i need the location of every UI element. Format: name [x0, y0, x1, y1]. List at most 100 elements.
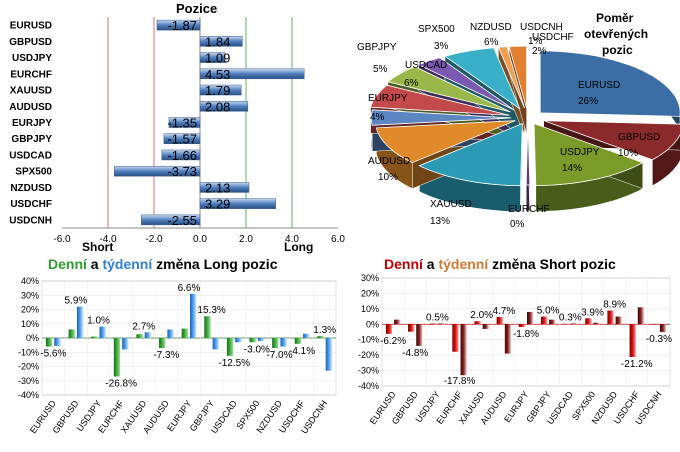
pozice-value-label: -1.57 [167, 132, 197, 147]
y-tick-label: -40% [358, 381, 379, 391]
pozice-category-label: EURUSD [10, 21, 52, 32]
pie-slice [444, 47, 521, 110]
pie-value-label: 14% [562, 163, 582, 174]
bar-denni [607, 310, 614, 325]
short-title-a: a [426, 256, 435, 272]
bar-tydenni [212, 338, 219, 350]
bar-tydenni [504, 324, 512, 354]
pozice-value-label: 1.84 [205, 34, 230, 49]
bar-tydenni [325, 338, 333, 371]
data-label: 0.3% [559, 313, 582, 324]
pozice-value-label: 2.08 [205, 99, 230, 114]
data-label: 15.3% [197, 305, 225, 316]
bar-denni [113, 338, 121, 377]
y-tick-label: -20% [358, 350, 379, 360]
pie-label: AUDUSD [368, 156, 410, 167]
bar-tydenni [438, 323, 445, 325]
pozice-category-label: GBPJPY [11, 134, 52, 145]
bar-tydenni [482, 324, 489, 329]
data-label: 1.3% [313, 325, 336, 336]
pie-value-label: 10% [378, 172, 398, 183]
pie-label: EURJPY [368, 93, 408, 104]
bar-tydenni [394, 319, 401, 325]
pie-value-label: 5% [373, 64, 388, 75]
bar-tydenni [615, 316, 622, 325]
pie-value-label: 6% [404, 78, 419, 89]
data-label: -17.8% [444, 376, 476, 387]
bar-denni [91, 336, 98, 338]
pie-chart: EURUSD 26% GBPUSD 10% USDJPY 14% EURCHF 0% XAUUS… [357, 22, 680, 230]
y-tick-label: -20% [18, 362, 39, 372]
pie-label: GBPJPY [357, 42, 397, 53]
pozice-category-label: USDCNH [9, 215, 52, 226]
data-label: 5.9% [65, 296, 88, 307]
short-title-rest: změna Short pozic [492, 256, 616, 272]
bar-tydenni [460, 324, 467, 376]
pozice-bar [161, 149, 201, 161]
y-tick-label: 20% [21, 305, 39, 315]
pozice-category-label: USDCHF [10, 199, 52, 210]
long-chart-title: Denní a týdenní změna Long pozic [48, 256, 277, 272]
pozice-value-label: -1.35 [167, 116, 197, 131]
data-label: -26.8% [105, 378, 137, 389]
pie-value-label: 10% [618, 148, 638, 159]
pozice-x-tick: -4.0 [99, 234, 117, 245]
bar-tydenni [637, 307, 644, 325]
pozice-bar [199, 52, 226, 63]
pozice-category-label: AUDUSD [9, 102, 52, 113]
y-tick-label: 30% [21, 290, 39, 300]
pozice-bar [199, 36, 243, 47]
bar-denni [136, 334, 143, 338]
pomer-title-line1: Poměr [596, 11, 634, 25]
bar-tydenni [190, 293, 197, 338]
data-label: -0.3% [646, 334, 672, 345]
bar-denni [68, 329, 75, 338]
data-label: 1.0% [87, 316, 110, 327]
pie-label: USDJPY [560, 147, 600, 158]
pozice-value-label: 3.29 [205, 197, 230, 212]
pie-value-label: 4% [370, 112, 385, 123]
bar-denni [294, 338, 302, 344]
pie-label: USDCHF [532, 32, 574, 43]
pie-slice [525, 122, 531, 186]
pie-value-label: 3% [434, 41, 449, 52]
bar-tydenni [257, 338, 265, 341]
data-label: -6.2% [380, 336, 406, 347]
pozice-value-label: 4.53 [205, 67, 230, 82]
pozice-bar [168, 117, 201, 128]
pozice-bar [199, 182, 250, 193]
bar-tydenni [571, 323, 578, 325]
y-tick-label: -30% [358, 366, 379, 376]
pie-value-label: 1% [528, 36, 543, 47]
y-tick-label: 10% [361, 304, 379, 314]
long-title-rest: změna Long pozic [156, 256, 278, 272]
pie-label: SPX500 [418, 24, 455, 35]
pie-value-label: 13% [430, 216, 450, 227]
pozice-chart: -6.0 -4.0 -2.0 0.0 2.0 4.0 6.0 EURUSD -1.87 GBPUS… [9, 17, 345, 245]
y-tick-label: -10% [358, 335, 379, 345]
short-title-denni: Denní [384, 256, 423, 272]
bar-tydenni [659, 324, 667, 332]
pozice-value-label: -3.73 [167, 164, 197, 179]
y-tick-label: 10% [21, 319, 39, 329]
pie-slice [387, 66, 511, 113]
bar-denni [181, 328, 188, 338]
pie-label: NZDUSD [470, 22, 512, 33]
pozice-bar [199, 198, 276, 209]
pie-label: GBPUSD [618, 132, 660, 143]
bar-denni [45, 338, 53, 347]
pozice-bar [113, 165, 201, 177]
y-tick-label: -30% [18, 376, 39, 386]
bar-denni [430, 323, 437, 325]
pozice-bar [163, 133, 201, 144]
bar-denni [159, 338, 166, 348]
bar-denni [317, 336, 324, 338]
pie-slice [417, 57, 515, 111]
data-label: -7.3% [153, 350, 179, 361]
pie-label: USDCNH [520, 22, 563, 33]
pozice-bar [141, 214, 201, 226]
bar-denni [226, 338, 234, 356]
pie-slice [497, 46, 525, 109]
pozice-x-tick: 4.0 [285, 234, 299, 245]
